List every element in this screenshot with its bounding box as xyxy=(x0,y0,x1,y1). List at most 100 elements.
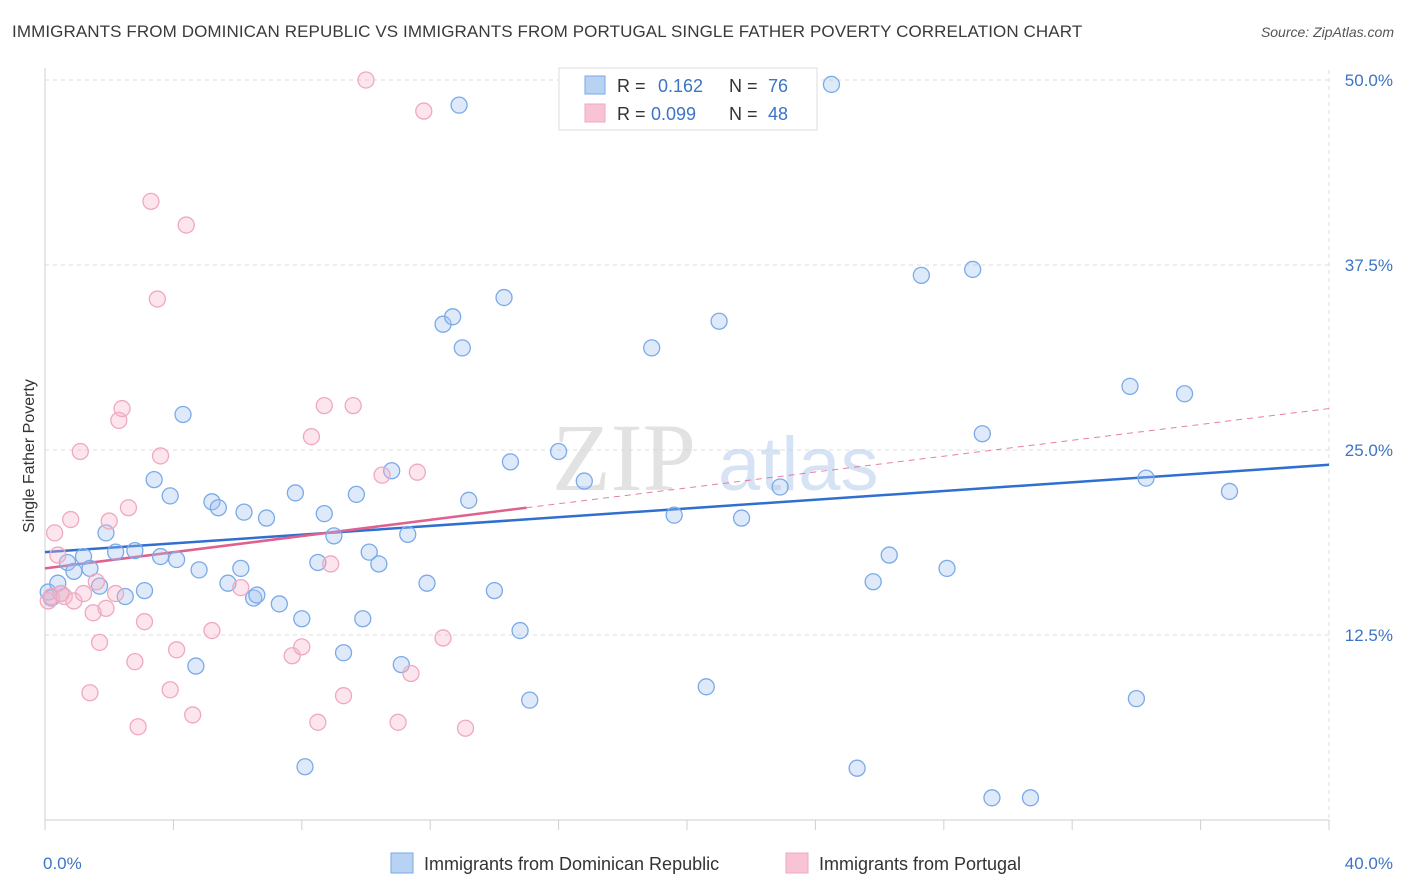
legend-n-value-portugal: 48 xyxy=(768,104,788,124)
data-point xyxy=(822,75,841,94)
data-point xyxy=(113,399,131,418)
data-point xyxy=(84,604,102,622)
series-1 xyxy=(39,71,475,737)
data-point xyxy=(177,216,195,234)
data-point xyxy=(415,102,433,120)
data-point xyxy=(45,524,64,542)
data-point xyxy=(444,308,462,326)
data-point xyxy=(135,581,154,600)
data-point xyxy=(360,543,378,561)
data-point xyxy=(106,543,125,561)
data-point xyxy=(142,192,160,211)
data-point xyxy=(453,339,471,357)
data-point xyxy=(549,442,568,461)
y-tick-label: 25.0% xyxy=(1345,441,1393,460)
data-point xyxy=(389,713,407,731)
y-tick-label: 37.5% xyxy=(1345,256,1393,275)
watermark-zip: ZIP xyxy=(552,404,696,511)
data-point xyxy=(219,574,237,592)
y-tick-label: 12.5% xyxy=(1345,626,1393,645)
data-point xyxy=(880,546,898,564)
data-point xyxy=(848,759,866,777)
data-point xyxy=(293,610,311,628)
data-point xyxy=(408,463,427,481)
legend-swatch-dominican xyxy=(584,75,606,95)
data-point xyxy=(126,541,144,560)
data-point xyxy=(983,789,1001,807)
data-point xyxy=(174,405,192,424)
tick-labels: 12.5% 25.0% 37.5% 50.0% 0.0% 40.0% xyxy=(43,71,1393,873)
legend-r-label-dominican: R = xyxy=(617,76,646,96)
data-point xyxy=(309,713,327,731)
data-point xyxy=(575,472,593,490)
data-point xyxy=(286,484,305,502)
watermark-atlas: atlas xyxy=(718,422,879,507)
data-point xyxy=(383,462,401,480)
data-point xyxy=(315,396,333,415)
data-point xyxy=(697,678,715,696)
data-point xyxy=(460,491,478,509)
data-point xyxy=(161,487,179,505)
data-point xyxy=(325,527,343,545)
bottom-legend-swatch-dominican xyxy=(390,852,414,874)
data-point xyxy=(293,638,311,656)
bottom-legend: Immigrants from Dominican Republic Immig… xyxy=(390,852,1021,874)
data-point xyxy=(450,96,468,114)
data-point xyxy=(495,288,513,307)
trend-line-1 xyxy=(44,506,527,570)
data-point xyxy=(347,485,366,504)
data-point xyxy=(334,644,353,662)
legend-n-value-dominican: 76 xyxy=(768,76,788,96)
trend-line-dashed-1 xyxy=(526,408,1330,509)
y-tick-label: 50.0% xyxy=(1345,71,1393,90)
data-point xyxy=(309,553,327,572)
data-point xyxy=(370,555,388,573)
data-point xyxy=(418,574,436,592)
data-point xyxy=(315,504,333,523)
legend-swatch-portugal xyxy=(584,103,606,123)
data-point xyxy=(257,509,276,527)
data-point xyxy=(244,589,263,607)
data-point xyxy=(1121,377,1139,396)
data-point xyxy=(665,506,683,524)
data-point xyxy=(167,641,186,659)
data-point xyxy=(209,499,227,517)
data-point xyxy=(434,629,452,647)
data-point xyxy=(187,657,205,675)
data-point xyxy=(1137,469,1155,487)
data-point xyxy=(938,559,956,578)
data-point xyxy=(973,425,991,443)
data-point xyxy=(62,510,80,529)
data-point xyxy=(732,509,751,527)
data-point xyxy=(485,581,504,600)
trend-line-0 xyxy=(44,463,1330,554)
chart-source: Source: ZipAtlas.com xyxy=(1260,24,1394,40)
data-point xyxy=(771,478,789,496)
x-tick-label: 40.0% xyxy=(1345,854,1393,873)
data-point xyxy=(129,718,147,736)
y-axis-label: Single Father Poverty xyxy=(21,379,38,533)
data-point xyxy=(1127,689,1146,708)
legend-r-value-dominican: 0.162 xyxy=(658,76,703,96)
data-point xyxy=(161,681,179,699)
data-point xyxy=(119,499,138,517)
data-point xyxy=(90,633,109,652)
data-point xyxy=(402,664,420,683)
legend-r-value-portugal: 0.099 xyxy=(651,104,696,124)
data-point xyxy=(81,684,99,702)
data-point xyxy=(126,652,144,671)
data-point xyxy=(184,706,202,724)
data-point xyxy=(322,555,340,573)
data-point xyxy=(232,559,250,578)
axes xyxy=(44,68,1330,830)
data-point xyxy=(190,561,208,579)
data-point xyxy=(203,621,221,640)
data-point xyxy=(42,587,61,606)
chart-title: IMMIGRANTS FROM DOMINICAN REPUBLIC VS IM… xyxy=(12,22,1083,41)
data-point xyxy=(521,691,539,709)
data-point xyxy=(203,493,221,511)
data-point xyxy=(270,595,288,613)
data-point xyxy=(148,290,167,308)
data-point xyxy=(135,613,154,631)
data-point xyxy=(100,512,118,530)
